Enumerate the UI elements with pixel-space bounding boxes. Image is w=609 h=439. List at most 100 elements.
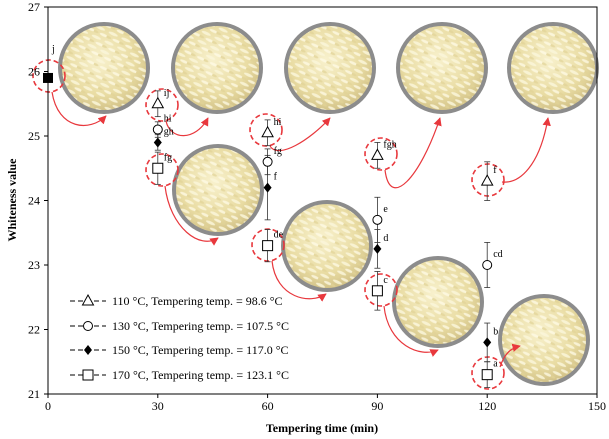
y-tick-label: 27: [28, 0, 40, 14]
point-letter: c: [383, 275, 388, 286]
data-point: [262, 156, 273, 167]
highlight-circle: [145, 153, 179, 187]
point-letter: hi: [164, 114, 172, 125]
data-point: [371, 148, 384, 160]
point-letter: e: [383, 204, 388, 215]
x-tick-label: 150: [588, 399, 606, 413]
x-tick-label: 60: [262, 399, 274, 413]
legend-item: 110 °C, Tempering temp. = 98.6 °C: [70, 293, 283, 308]
data-point: [152, 162, 164, 174]
rice-photos: [58, 22, 599, 386]
data-point: [480, 174, 494, 186]
legend-item: 170 °C, Tempering temp. = 123.1 °C: [70, 368, 289, 382]
data-point: [261, 125, 274, 138]
highlight-circle: [32, 59, 66, 93]
y-tick-label: 22: [28, 323, 40, 337]
highlight-layer: [32, 59, 551, 390]
rice-photo-7: [281, 200, 373, 292]
data-point: [152, 124, 163, 135]
point-letter: a: [493, 359, 498, 370]
point-letter: de: [274, 230, 284, 241]
point-letter: hi: [274, 117, 282, 128]
axis-ticks: 0 30 60 90 120 150 21 22 23 24 25 26 27: [28, 0, 606, 413]
rice-photo-5: [507, 22, 599, 114]
data-markers: [43, 72, 494, 381]
y-axis-label: Whiteness value: [5, 158, 19, 242]
rice-grains: [62, 26, 146, 110]
y-tick-label: 21: [28, 387, 40, 401]
rice-grains: [502, 298, 586, 382]
rice-photo-3: [284, 22, 376, 114]
point-letter: cd: [493, 249, 502, 260]
highlight-arrow: [384, 117, 442, 189]
highlight-circle: [471, 356, 505, 390]
x-tick-label: 90: [371, 399, 383, 413]
highlight-circle: [145, 88, 179, 122]
data-point: [482, 260, 493, 270]
rice-photo-4: [396, 22, 488, 114]
y-tick-label: 24: [28, 194, 40, 208]
point-letter: fgh: [383, 139, 396, 150]
data-point: [262, 240, 274, 252]
x-axis-label: Tempering time (min): [266, 421, 378, 435]
rice-grains: [511, 26, 595, 110]
x-tick-label: 0: [45, 399, 51, 413]
legend-marker: [84, 345, 92, 355]
legend-label: 130 °C, Tempering temp. = 107.5 °C: [112, 319, 289, 333]
legend: 110 °C, Tempering temp. = 98.6 °C 130 °C,…: [70, 293, 289, 382]
point-letter: f: [493, 165, 497, 176]
legend-marker: [81, 293, 95, 306]
y-tick-label: 25: [28, 129, 40, 143]
x-tick-label: 120: [478, 399, 496, 413]
point-letter: f: [274, 172, 278, 183]
data-point: [371, 285, 383, 297]
rice-grains: [285, 204, 369, 288]
highlight-arrow: [271, 260, 327, 302]
rice-grains: [176, 148, 260, 232]
data-point: [372, 214, 383, 225]
point-letter: gh: [164, 126, 174, 137]
legend-item: 150 °C, Tempering temp. = 117.0 °C: [70, 343, 289, 357]
data-point: [153, 137, 162, 148]
highlight-arrow: [383, 305, 439, 357]
point-letter: fg: [164, 152, 172, 163]
legend-marker: [82, 369, 94, 381]
data-point: [151, 96, 165, 109]
point-letter: b: [493, 326, 498, 337]
highlight-arrow: [51, 91, 107, 127]
legend-marker: [83, 321, 93, 331]
legend-label: 150 °C, Tempering temp. = 117.0 °C: [112, 343, 289, 357]
rice-photo-1: [58, 22, 150, 114]
data-point: [373, 243, 382, 254]
point-letter: fg: [274, 146, 282, 157]
rice-grains: [175, 26, 259, 110]
rice-grains: [400, 26, 484, 110]
legend-item: 130 °C, Tempering temp. = 107.5 °C: [70, 319, 289, 333]
highlight-circle: [364, 137, 398, 171]
highlight-circle: [364, 273, 398, 307]
highlight-arrow: [165, 117, 209, 137]
control-letter: j: [51, 44, 55, 55]
rice-photo-6: [172, 144, 264, 236]
point-letter: d: [383, 233, 388, 244]
highlight-arrow: [499, 343, 521, 368]
legend-label: 170 °C, Tempering temp. = 123.1 °C: [112, 368, 289, 382]
control-point: [43, 72, 53, 83]
highlight-arrow: [269, 117, 331, 152]
rice-photo-2: [171, 22, 263, 114]
y-tick-label: 26: [28, 65, 40, 79]
rice-photo-9: [498, 294, 590, 386]
rice-grains: [288, 26, 372, 110]
highlight-arrow: [164, 185, 219, 246]
significance-letters: ij hi fgh f hi fg e cd gh f d b fg de c a j: [51, 44, 503, 370]
rice-grains: [396, 260, 480, 344]
legend-label: 110 °C, Tempering temp. = 98.6 °C: [112, 294, 283, 308]
data-point: [483, 337, 492, 348]
rice-photo-8: [392, 256, 484, 348]
highlight-arrow: [501, 117, 551, 183]
x-tick-label: 30: [152, 399, 164, 413]
highlight-circle: [471, 163, 505, 197]
data-point: [263, 182, 272, 193]
data-point: [481, 369, 493, 381]
